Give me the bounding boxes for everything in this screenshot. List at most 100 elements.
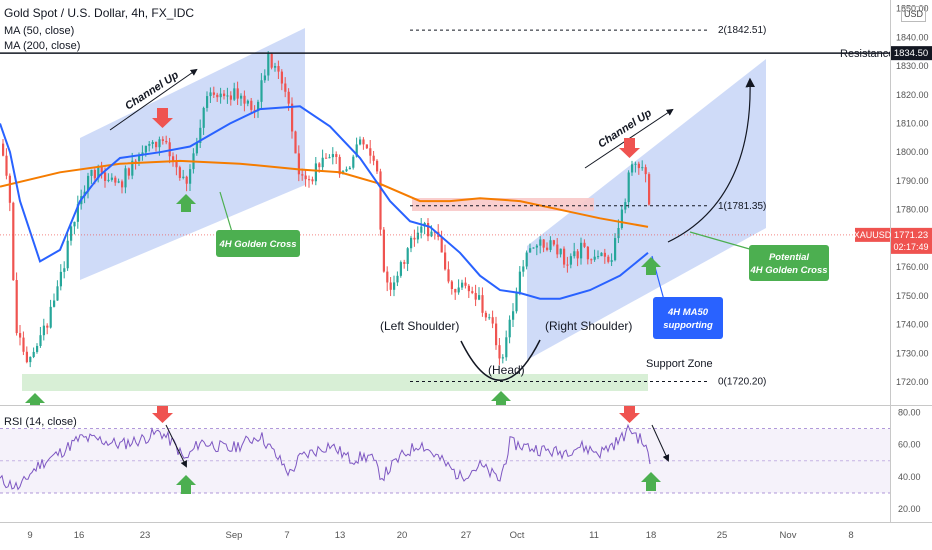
time-tick-label: Oct (510, 530, 525, 541)
candle-body (617, 227, 620, 239)
candle-body (291, 103, 294, 132)
candle-body (549, 240, 552, 250)
resistance-price-tag (891, 46, 932, 61)
price-tick-label: 1750.00 (896, 291, 929, 301)
current-price-tag-text: 1771.23 (894, 230, 928, 241)
candle-body (576, 251, 579, 259)
candle-body (352, 156, 355, 168)
candle-body (216, 94, 219, 98)
candle-body (294, 131, 297, 154)
candle-body (546, 247, 549, 250)
candle-body (607, 256, 610, 262)
symbol-tag-text: XAUUSD (854, 230, 892, 240)
price-axis-ticks: 1720.001730.001740.001750.001760.001770.… (896, 4, 929, 387)
ma50-support-callout (653, 297, 723, 339)
candle-body (314, 163, 317, 182)
candle-body (505, 337, 508, 358)
candle-body (2, 143, 5, 156)
candle-body (467, 285, 470, 292)
rsi-tick-label: 60.00 (898, 440, 921, 450)
candle-body (104, 172, 107, 181)
candle-body (430, 231, 433, 237)
candle-body (15, 280, 18, 334)
candle-body (365, 144, 368, 149)
rsi-tick-label: 20.00 (898, 504, 921, 514)
candle-body (287, 91, 290, 104)
candle-body (488, 317, 491, 319)
candle-body (559, 248, 562, 255)
price-tick-label: 1780.00 (896, 205, 929, 215)
candle-body (331, 154, 334, 158)
candle-body (240, 95, 243, 99)
candle-body (175, 161, 178, 168)
currency-label[interactable]: USD (901, 6, 927, 22)
candle-body (219, 93, 222, 98)
candle-body (413, 237, 416, 240)
candle-body (355, 144, 358, 157)
candle-body (362, 139, 365, 145)
candle-body (563, 248, 566, 265)
rsi-tick-label: 80.00 (898, 407, 921, 417)
price-tick-label: 1810.00 (896, 119, 929, 129)
candle-body (117, 181, 120, 183)
green-up-arrow (641, 257, 661, 275)
candle-body (168, 142, 171, 157)
candle-body (345, 169, 348, 172)
potential-cross-label-2: 4H Golden Cross (749, 265, 827, 276)
candle-body (226, 95, 229, 97)
candle-body (8, 175, 11, 203)
candle-body (325, 157, 328, 159)
right-shoulder-label: (Right Shoulder) (545, 319, 632, 333)
rsi-line (0, 423, 651, 491)
price-tick-label: 1720.00 (896, 377, 929, 387)
candle-body (403, 262, 406, 264)
candle-body (369, 148, 372, 156)
candle-body (206, 96, 209, 108)
candle-body (185, 176, 188, 184)
candle-body (270, 53, 273, 68)
candle-body (76, 204, 79, 222)
candle-body (66, 240, 69, 269)
candle-body (386, 271, 389, 283)
candle-body (529, 248, 532, 253)
support-zone-band (22, 374, 648, 391)
candle-body (263, 75, 266, 81)
candle-body (304, 175, 307, 180)
candle-body (641, 167, 644, 169)
time-tick-label: 25 (717, 530, 728, 541)
ma200-legend[interactable]: MA (200, close) (4, 40, 81, 52)
candle-body (161, 139, 164, 141)
candle-body (19, 333, 22, 338)
candle-body (29, 356, 32, 363)
candle-body (627, 172, 630, 203)
candle-body (131, 160, 134, 176)
candle-body (583, 242, 586, 247)
candle-body (297, 153, 300, 175)
candle-body (97, 166, 100, 179)
potential-cross-label-1: Potential (769, 252, 809, 263)
time-tick-label: 13 (335, 530, 346, 541)
potential-cross-pointer (689, 231, 761, 253)
candle-body (416, 232, 419, 240)
candle-body (389, 282, 392, 290)
time-tick-label: 23 (140, 530, 151, 541)
candle-body (114, 177, 117, 183)
price-tick-label: 1760.00 (896, 262, 929, 272)
candle-body (410, 237, 413, 249)
time-tick-label: 27 (461, 530, 472, 541)
candle-body (573, 251, 576, 257)
time-tick-label: 7 (284, 530, 289, 541)
rsi-legend[interactable]: RSI (14, close) (4, 416, 77, 428)
candle-body (155, 141, 158, 148)
candle-body (124, 168, 127, 188)
channel-up-right (527, 59, 766, 360)
candle-body (267, 53, 270, 76)
candle-body (586, 246, 589, 260)
candle-body (311, 179, 314, 182)
ma50-legend[interactable]: MA (50, close) (4, 25, 75, 37)
candle-body (593, 256, 596, 260)
symbol-tag (855, 227, 890, 242)
candle-body (301, 174, 304, 176)
candle-body (250, 100, 253, 110)
